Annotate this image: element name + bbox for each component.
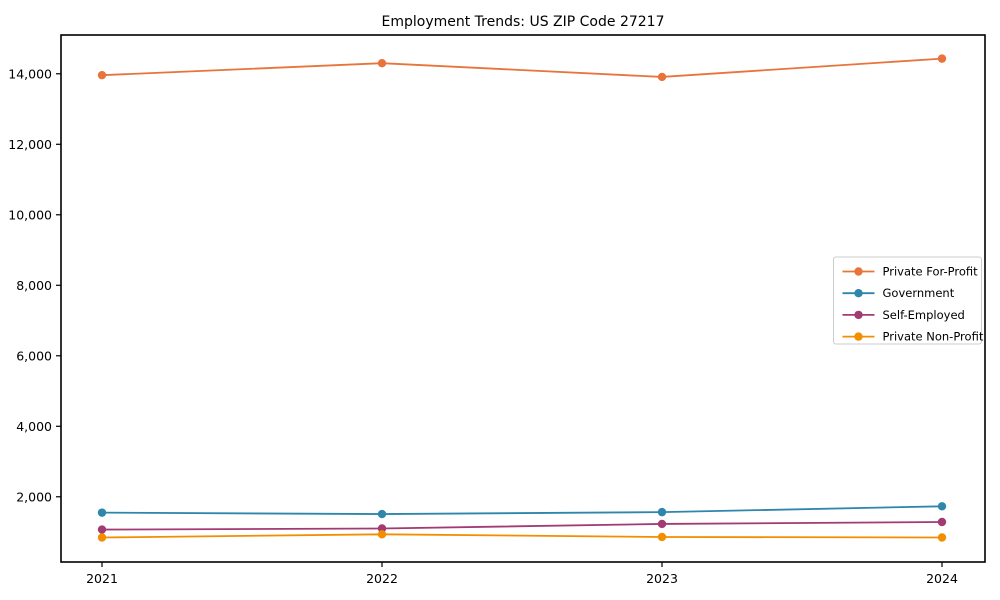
- legend-label-private-non-profit: Private Non-Profit: [883, 330, 984, 344]
- y-axis-tick-label: 6,000: [16, 348, 52, 363]
- series-marker-self-employed: [657, 519, 667, 529]
- series-marker-self-employed: [377, 524, 387, 533]
- series-marker-government: [657, 507, 667, 517]
- legend-label-government: Government: [883, 286, 955, 300]
- legend-marker-self-employed: [854, 310, 863, 320]
- series-marker-private-for-profit: [97, 70, 107, 80]
- y-axis-tick-label: 10,000: [8, 207, 52, 222]
- plot-border: [60, 34, 986, 563]
- series-line-private-for-profit: [101, 57, 943, 78]
- legend-box: [833, 256, 982, 345]
- series-line-self-employed: [101, 521, 943, 531]
- x-axis-tick-label: 2022: [366, 571, 398, 586]
- y-axis-tick-label: 4,000: [16, 419, 52, 434]
- legend-marker-private-non-profit: [854, 332, 863, 341]
- series-marker-private-non-profit: [937, 533, 947, 542]
- x-axis-tick-label: 2021: [86, 571, 118, 586]
- legend-marker-government: [854, 289, 863, 298]
- series-line-government: [101, 505, 943, 515]
- y-axis-tick-label: 8,000: [16, 278, 52, 293]
- series-marker-private-for-profit: [377, 59, 387, 68]
- series-marker-government: [97, 508, 107, 517]
- y-axis-tick-label: 14,000: [8, 66, 52, 81]
- y-axis-tick-label: 2,000: [16, 489, 52, 504]
- series-line-private-non-profit: [101, 533, 943, 539]
- series-marker-private-for-profit: [937, 54, 947, 63]
- x-axis-tick-label: 2024: [926, 571, 958, 586]
- series-marker-private-non-profit: [657, 532, 667, 542]
- series-marker-self-employed: [97, 525, 107, 534]
- series-marker-government: [377, 509, 387, 519]
- chart-title: Employment Trends: US ZIP Code 27217: [382, 14, 665, 30]
- series-marker-private-for-profit: [657, 72, 667, 82]
- x-axis-tick-label: 2023: [646, 571, 678, 586]
- legend-label-self-employed: Self-Employed: [883, 308, 965, 322]
- y-axis-tick-label: 12,000: [8, 137, 52, 152]
- series-marker-self-employed: [937, 517, 947, 527]
- series-marker-private-non-profit: [97, 533, 107, 542]
- series-marker-private-non-profit: [377, 530, 387, 539]
- legend-marker-private-for-profit: [854, 267, 863, 276]
- legend-label-private-for-profit: Private For-Profit: [883, 265, 979, 279]
- series-marker-government: [937, 502, 947, 511]
